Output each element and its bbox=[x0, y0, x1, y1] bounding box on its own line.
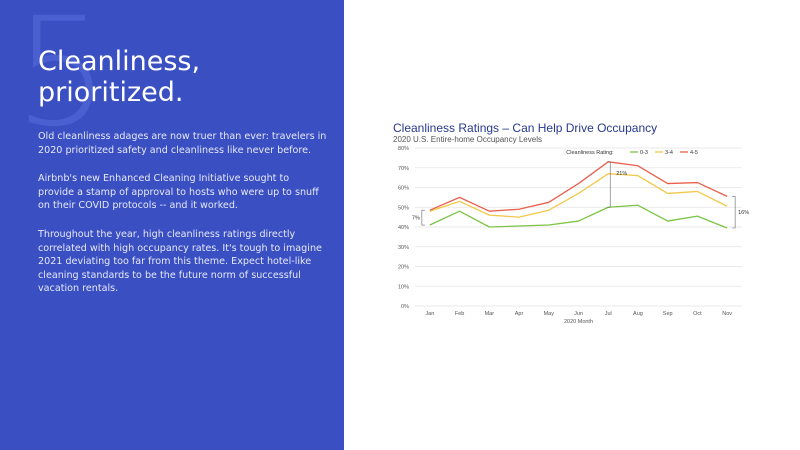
x-tick-label: Jul bbox=[605, 311, 612, 317]
x-tick-label: Mar bbox=[485, 311, 495, 317]
x-axis-label: 2020 Month bbox=[564, 319, 593, 325]
chart-title: Cleanliness Ratings – Can Help Drive Occ… bbox=[393, 121, 658, 135]
annotation-label: 7% bbox=[412, 216, 420, 222]
paragraph-2: Airbnb's new Enhanced Cleaning Initiativ… bbox=[38, 173, 319, 212]
annotation-bracket bbox=[607, 161, 611, 208]
series-line-0-3 bbox=[429, 204, 728, 229]
x-tick-label: Jan bbox=[425, 311, 434, 317]
x-tick-label: Sep bbox=[663, 311, 673, 317]
y-tick-label: 30% bbox=[398, 245, 409, 251]
y-tick-label: 60% bbox=[398, 186, 409, 192]
x-tick-label: Jun bbox=[574, 311, 583, 317]
x-tick-label: Aug bbox=[633, 311, 643, 317]
slide-number: 5 bbox=[14, 0, 110, 160]
legend-title: Cleanliness Rating: bbox=[566, 150, 614, 156]
annotation-bracket bbox=[732, 196, 736, 229]
legend-label-0-3: 0-3 bbox=[640, 150, 648, 156]
y-tick-label: 70% bbox=[398, 166, 409, 172]
legend-label-3-4: 3-4 bbox=[665, 150, 673, 156]
line-chart: 0% 10% 20% 30% 40% 50% 60% 70% 80% Jan Feb Mar Apr Ma… bbox=[398, 146, 749, 325]
paragraph-1: Old cleanliness adages are now truer tha… bbox=[38, 131, 327, 156]
y-tick-label: 0% bbox=[401, 304, 409, 310]
series-line-3-4 bbox=[429, 173, 728, 218]
chart-subtitle: 2020 U.S. Entire-home Occupancy Levels bbox=[393, 135, 542, 144]
y-tick-label: 40% bbox=[398, 225, 409, 231]
slide-title-line2: prioritized. bbox=[38, 77, 184, 108]
x-tick-label: Apr bbox=[515, 311, 524, 317]
series-line-4-5 bbox=[429, 161, 728, 212]
y-tick-label: 80% bbox=[398, 146, 409, 152]
left-panel: 5 Cleanliness, prioritized. Old cleanlin… bbox=[0, 0, 344, 450]
x-tick-label: Feb bbox=[455, 311, 464, 317]
slide-title: Cleanliness, prioritized. bbox=[38, 46, 328, 108]
y-tick-label: 20% bbox=[398, 265, 409, 271]
x-tick-label: Nov bbox=[722, 311, 732, 317]
annotation-label: 21% bbox=[616, 171, 627, 177]
y-tick-label: 50% bbox=[398, 205, 409, 211]
x-tick-label: Oct bbox=[693, 311, 702, 317]
annotation-label: 16% bbox=[738, 210, 749, 216]
slide-title-line1: Cleanliness, bbox=[38, 46, 201, 77]
legend-label-4-5: 4-5 bbox=[690, 150, 698, 156]
paragraph-3: Throughout the year, high cleanliness ra… bbox=[38, 229, 322, 295]
x-tick-label: May bbox=[544, 311, 555, 317]
annotation-bracket bbox=[421, 209, 425, 226]
y-tick-label: 10% bbox=[398, 284, 409, 290]
